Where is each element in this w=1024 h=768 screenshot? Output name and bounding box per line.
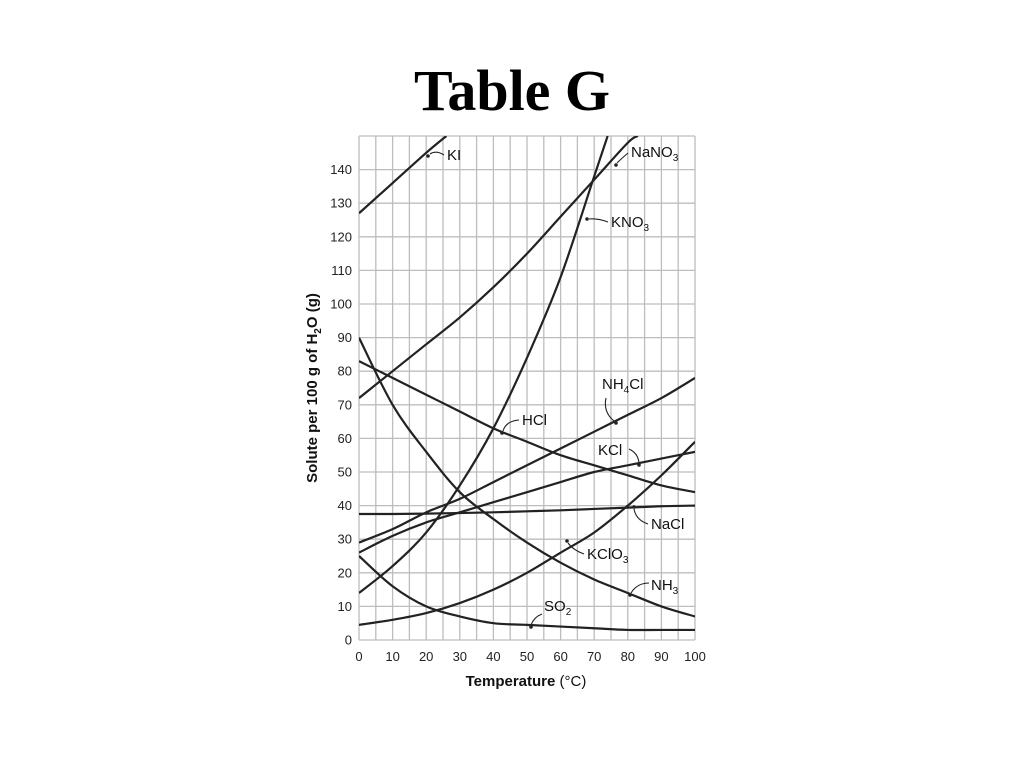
pointer-so2	[530, 613, 543, 626]
y-tick-label: 140	[330, 162, 352, 177]
pointer-nh4cl	[604, 397, 615, 422]
pointer-tip-kclo3	[565, 539, 569, 543]
curve-so2	[359, 555, 695, 632]
y-tick-label: 120	[330, 229, 352, 244]
pointer-kno3	[588, 218, 609, 223]
y-tick-label: 90	[338, 330, 352, 345]
x-tick-label: 50	[520, 649, 534, 664]
pointer-tip-kcl	[637, 463, 641, 467]
x-tick-label: 30	[453, 649, 467, 664]
pointer-hcl	[502, 419, 520, 432]
pointer-tip-nacl	[632, 505, 636, 509]
label-so2: SO2	[544, 598, 572, 618]
pointer-ki	[429, 151, 445, 156]
label-nano3: NaNO3	[631, 144, 679, 164]
y-tick-label: 80	[338, 364, 352, 379]
label-hcl: HCl	[522, 412, 547, 429]
y-tick-label: 110	[331, 263, 352, 278]
chart-ticks: 0 10 20 30 40 50 60 70 80 90 100 0 10 20 30 40 50 60 70 80 9…	[330, 162, 706, 664]
x-tick-label: 80	[621, 649, 635, 664]
chart-curve-labels: KI NaNO3 KNO3 NH4Cl HCl KCl NaCl KClO3 NH3 SO2	[426, 144, 684, 629]
curve-ki	[359, 136, 448, 215]
chart-curves	[359, 136, 695, 632]
y-tick-label: 0	[345, 633, 352, 648]
curve-nano3	[359, 136, 639, 399]
x-axis-label: Temperature (°C)	[466, 673, 587, 690]
y-tick-label: 60	[338, 431, 352, 446]
label-ki: KI	[447, 147, 461, 164]
curve-nh4cl	[359, 376, 695, 544]
pointer-tip-so2	[529, 625, 533, 629]
pointer-tip-nano3	[614, 163, 618, 167]
pointer-kcl	[628, 448, 640, 464]
curve-nh3	[359, 337, 695, 618]
curve-kcl	[359, 450, 695, 554]
label-nacl: NaCl	[651, 516, 684, 533]
pointer-tip-hcl	[500, 431, 504, 435]
label-nh4cl: NH4Cl	[602, 376, 643, 396]
y-tick-label: 70	[338, 397, 352, 412]
curve-hcl	[359, 360, 695, 494]
curve-nacl	[359, 504, 695, 516]
x-tick-label: 10	[385, 649, 399, 664]
pointer-tip-kno3	[585, 217, 589, 221]
x-tick-label: 60	[553, 649, 567, 664]
y-tick-label: 30	[338, 532, 352, 547]
pointer-tip-ki	[426, 154, 430, 158]
slide-title: Table G	[413, 58, 611, 123]
chart-grid	[358, 135, 696, 641]
label-nh3: NH3	[651, 577, 679, 597]
label-kclo3: KClO3	[587, 546, 629, 566]
y-tick-label: 130	[330, 196, 352, 211]
y-tick-label: 100	[330, 297, 352, 312]
pointer-tip-nh3	[628, 593, 632, 597]
pointer-kclo3	[567, 542, 585, 555]
x-tick-label: 100	[684, 649, 706, 664]
pointer-tip-nh4cl	[614, 421, 618, 425]
x-tick-label: 0	[355, 649, 362, 664]
curve-kclo3	[359, 440, 695, 626]
pointer-nh3	[630, 582, 650, 594]
x-tick-label: 90	[654, 649, 668, 664]
y-tick-label: 20	[338, 565, 352, 580]
curve-kno3	[359, 136, 609, 594]
y-tick-label: 10	[338, 599, 352, 614]
y-tick-label: 50	[338, 465, 352, 480]
pointer-nano3	[616, 152, 629, 164]
y-tick-label: 40	[338, 498, 352, 513]
label-kcl: KCl	[598, 442, 622, 459]
x-tick-label: 20	[419, 649, 433, 664]
x-tick-label: 70	[587, 649, 601, 664]
y-axis-label: Solute per 100 g of H2O (g)	[304, 293, 324, 483]
pointer-nacl	[633, 508, 649, 525]
x-tick-label: 40	[486, 649, 500, 664]
label-kno3: KNO3	[611, 214, 650, 234]
